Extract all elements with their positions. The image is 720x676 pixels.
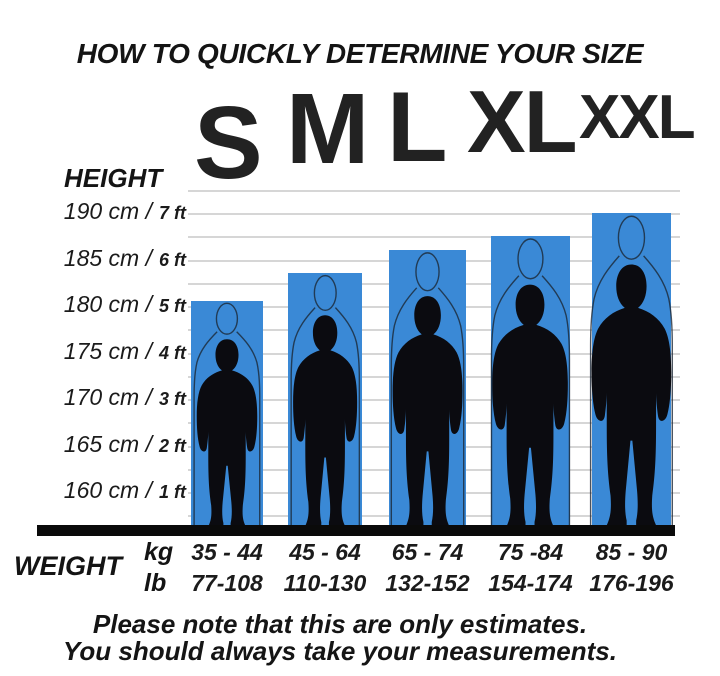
size-letter-l: L	[387, 71, 448, 182]
size-letter-xl: XL	[467, 72, 577, 171]
person-silhouette-icon	[292, 315, 357, 528]
height-tick-row: 185 cm / 6 ft	[0, 245, 186, 272]
height-tick-row: 170 cm / 3 ft	[0, 384, 186, 411]
weight-lb-value-xxl: 176-196	[589, 570, 674, 596]
height-tick-row: 160 cm / 1 ft	[0, 477, 186, 504]
kg-unit-label: kg	[144, 538, 174, 566]
footer-note: Please note that this are only estimates…	[0, 611, 680, 665]
height-gridline	[188, 189, 680, 192]
weight-lb-value-s: 77-108	[191, 570, 263, 596]
person-silhouette-icon	[196, 339, 258, 528]
height-tick-ft-label: 3 ft	[159, 389, 186, 409]
person-silhouette-icon	[591, 264, 672, 528]
height-tick-ft-label: 4 ft	[159, 342, 186, 363]
weight-kg-value-xl: 75 -84	[497, 539, 564, 565]
height-tick-ft-label: 6 ft	[159, 249, 186, 270]
height-tick-cm-label: 190 cm /	[63, 198, 152, 224]
person-outline-icon	[588, 213, 675, 525]
weight-kg-value-m: 45 - 64	[289, 539, 361, 565]
baseline-bar	[37, 525, 675, 536]
height-tick-ft-label: 5 ft	[159, 296, 186, 316]
weight-axis-label: WEIGHT	[14, 551, 122, 581]
height-tick-cm-label: 160 cm /	[63, 477, 152, 503]
weight-kg-value-xxl: 85 - 90	[595, 539, 668, 565]
height-tick-ft-label: 2 ft	[159, 435, 186, 456]
person-outline-icon	[192, 301, 262, 525]
height-gridline	[188, 236, 680, 239]
person-outline-icon	[289, 273, 362, 525]
chart-title: HOW TO QUICKLY DETERMINE YOUR SIZE	[76, 38, 644, 69]
person-outline-icon	[389, 250, 466, 525]
size-letter-m: M	[286, 73, 369, 185]
footer-note-line1: Please note that this are only estimates…	[92, 609, 588, 639]
footer-note-line2: You should always take your measurements…	[63, 636, 617, 666]
height-tick-row: 175 cm / 4 ft	[0, 338, 186, 365]
height-tick-cm-label: 185 cm /	[63, 244, 152, 271]
height-tick-row: 180 cm / 5 ft	[0, 291, 186, 318]
height-gridline	[188, 213, 680, 215]
height-tick-ft-label: 1 ft	[159, 482, 186, 502]
weight-kg-value-l: 65 - 74	[391, 539, 464, 565]
size-letter-xxl: XXL	[579, 83, 696, 152]
height-tick-cm-label: 170 cm /	[63, 384, 152, 410]
height-tick-row: 165 cm / 2 ft	[0, 431, 186, 458]
person-silhouette-icon	[392, 296, 463, 528]
height-tick-cm-label: 180 cm /	[63, 291, 152, 317]
weight-kg-value-s: 35 - 44	[191, 539, 263, 565]
height-tick-row: 190 cm / 7 ft	[0, 198, 186, 225]
height-tick-cm-label: 165 cm /	[63, 430, 152, 457]
weight-lb-value-l: 132-152	[385, 570, 470, 596]
person-outline-icon	[489, 236, 572, 525]
weight-lb-value-xl: 154-174	[488, 570, 573, 596]
height-axis-label: HEIGHT	[64, 163, 163, 193]
height-tick-ft-label: 7 ft	[159, 203, 186, 223]
lb-unit-label: lb	[144, 569, 167, 597]
weight-lb-value-m: 110-130	[283, 570, 367, 596]
person-silhouette-icon	[492, 284, 569, 528]
size-letter-s: S	[194, 85, 263, 200]
height-tick-cm-label: 175 cm /	[63, 337, 152, 364]
